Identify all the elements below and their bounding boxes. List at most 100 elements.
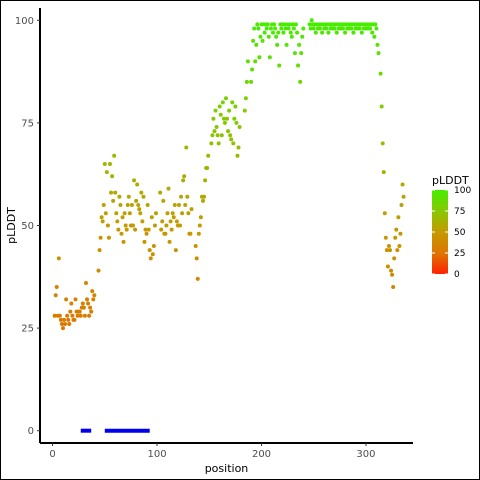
data-point — [233, 104, 238, 109]
data-point — [257, 55, 262, 60]
data-point — [216, 141, 221, 146]
data-point — [213, 108, 218, 113]
data-point — [91, 297, 96, 302]
data-point — [226, 129, 231, 134]
data-point — [300, 34, 305, 39]
data-point — [255, 22, 260, 27]
data-point — [197, 223, 202, 228]
data-point — [54, 285, 59, 290]
data-point — [90, 289, 95, 294]
data-point — [264, 26, 269, 31]
data-point — [384, 248, 389, 253]
data-point — [357, 26, 362, 31]
data-point — [393, 235, 398, 240]
data-point — [133, 227, 138, 232]
data-point — [395, 248, 400, 253]
data-point — [179, 194, 184, 199]
data-point — [172, 202, 177, 207]
data-point — [401, 194, 406, 199]
data-point — [214, 125, 219, 130]
data-point — [235, 153, 240, 158]
data-point — [212, 129, 217, 134]
data-point — [273, 26, 278, 31]
data-point — [374, 26, 379, 31]
data-point — [110, 174, 115, 179]
data-point — [58, 317, 63, 322]
data-point — [398, 231, 403, 236]
data-point — [112, 153, 117, 158]
data-point — [139, 190, 144, 195]
data-point — [138, 211, 143, 216]
data-point — [218, 112, 223, 117]
data-point — [109, 190, 114, 195]
data-point — [380, 141, 385, 146]
legend-tick-label: 50 — [454, 228, 466, 238]
data-point — [134, 198, 139, 203]
data-point — [73, 297, 78, 302]
data-point — [102, 161, 107, 166]
data-point — [145, 202, 150, 207]
data-point — [275, 42, 280, 47]
data-point — [251, 38, 256, 43]
data-point — [382, 211, 387, 216]
data-point — [193, 244, 198, 249]
data-point — [297, 42, 302, 47]
data-point — [265, 22, 270, 27]
data-point — [146, 227, 151, 232]
data-point — [108, 161, 113, 166]
data-point — [75, 313, 80, 318]
data-point — [267, 55, 272, 60]
data-point — [116, 227, 121, 232]
data-point — [378, 71, 383, 76]
data-point — [209, 141, 214, 146]
data-point — [63, 321, 68, 326]
data-point — [318, 26, 323, 31]
data-point — [298, 79, 303, 84]
data-point — [181, 178, 186, 183]
data-point — [272, 22, 277, 27]
data-point — [277, 63, 282, 68]
y-tick-label: 75 — [21, 118, 34, 129]
data-point — [183, 202, 188, 207]
y-tick-label: 50 — [21, 221, 34, 232]
data-point — [83, 280, 88, 285]
data-point — [158, 190, 163, 195]
data-point — [141, 194, 146, 199]
data-point — [287, 22, 292, 27]
data-point — [299, 51, 304, 56]
data-point — [159, 227, 164, 232]
data-point — [334, 30, 339, 35]
data-point — [220, 100, 225, 105]
data-point — [253, 59, 258, 64]
data-point — [281, 30, 286, 35]
data-point — [242, 108, 247, 113]
data-point — [120, 215, 125, 220]
legend-tick-label: 75 — [454, 207, 465, 217]
data-point — [189, 207, 194, 212]
data-point — [160, 219, 165, 224]
data-point — [289, 34, 294, 39]
data-point — [176, 202, 181, 207]
data-point — [359, 30, 364, 35]
data-point — [268, 26, 273, 31]
data-point — [311, 26, 316, 31]
data-point — [142, 239, 147, 244]
data-point — [343, 30, 348, 35]
legend-title: pLDDT — [432, 174, 469, 187]
data-point — [202, 194, 207, 199]
x-tick-label: 200 — [252, 449, 271, 460]
data-point — [258, 34, 263, 39]
data-point — [81, 305, 86, 310]
data-point — [152, 223, 157, 228]
data-point — [163, 231, 168, 236]
data-point — [215, 133, 220, 138]
data-point — [332, 26, 337, 31]
data-point — [140, 219, 145, 224]
data-point — [99, 215, 104, 220]
data-point — [381, 170, 386, 175]
legend-tick-label: 25 — [454, 249, 465, 259]
data-point — [59, 321, 64, 326]
data-point — [351, 30, 356, 35]
data-point — [228, 133, 233, 138]
